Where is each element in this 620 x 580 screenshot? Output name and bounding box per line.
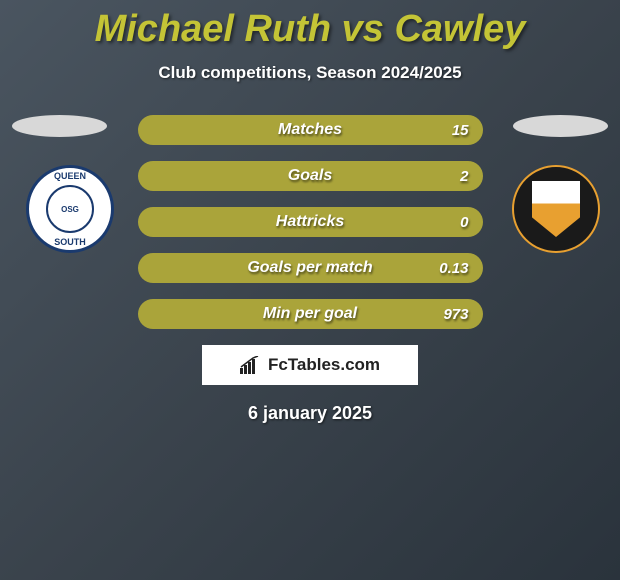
left-badge-center-text: OSG [61, 205, 79, 214]
stat-value-right: 15 [452, 122, 469, 139]
left-shadow-ellipse [12, 115, 107, 137]
brand-text: FcTables.com [268, 355, 380, 375]
stat-row: Min per goal 973 [138, 299, 483, 329]
stat-row: Goals 2 [138, 161, 483, 191]
left-badge-top-text: QUEEN [54, 171, 86, 181]
stat-row: Hattricks 0 [138, 207, 483, 237]
date-text: 6 january 2025 [0, 403, 620, 424]
bar-fill-left [138, 161, 311, 191]
stat-label: Goals per match [247, 259, 372, 277]
stat-value-right: 973 [443, 306, 468, 323]
bar-fill-right [310, 161, 483, 191]
left-badge-inner: QUEEN OSG SOUTH [46, 185, 94, 233]
stat-value-right: 0.13 [439, 260, 468, 277]
subtitle: Club competitions, Season 2024/2025 [0, 63, 620, 83]
right-badge-shield [532, 181, 580, 237]
stat-row: Matches 15 [138, 115, 483, 145]
stat-label: Min per goal [263, 305, 357, 323]
chart-icon [240, 356, 262, 374]
stat-bars: Matches 15 Goals 2 Hattricks 0 Goals per match… [138, 115, 483, 329]
stat-value-right: 0 [460, 214, 468, 231]
right-shadow-ellipse [513, 115, 608, 137]
brand-box: FcTables.com [202, 345, 418, 385]
left-club-badge: QUEEN OSG SOUTH [26, 165, 114, 253]
page-title: Michael Ruth vs Cawley [0, 0, 620, 51]
comparison-content: QUEEN OSG SOUTH Matches 15 Goals 2 Hattricks… [0, 115, 620, 424]
stat-label: Hattricks [276, 213, 344, 231]
stat-label: Matches [278, 121, 342, 139]
stat-label: Goals [288, 167, 332, 185]
right-club-badge [512, 165, 600, 253]
stat-value-right: 2 [460, 168, 468, 185]
left-badge-bottom-text: SOUTH [54, 237, 86, 247]
stat-row: Goals per match 0.13 [138, 253, 483, 283]
